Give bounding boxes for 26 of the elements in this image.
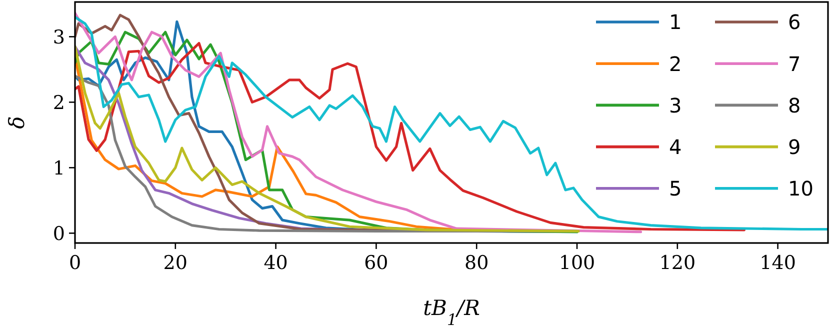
legend-label: 2 <box>669 52 682 76</box>
x-tick-label: 40 <box>264 252 288 274</box>
x-tick-label: 80 <box>464 252 489 274</box>
legend-label: 3 <box>669 93 682 118</box>
x-tick-label: 120 <box>659 252 696 274</box>
y-tick-label: 3 <box>52 26 65 48</box>
legend-label: 10 <box>788 176 814 201</box>
y-axis-title: δ <box>5 116 29 129</box>
legend-label: 6 <box>788 10 801 34</box>
x-tick-label: 60 <box>364 252 388 274</box>
x-tick-label: 20 <box>163 252 188 274</box>
x-tick-label: 0 <box>68 252 82 274</box>
y-tick-label: 1 <box>52 157 65 180</box>
legend-label: 7 <box>788 52 801 76</box>
line-series <box>75 42 746 232</box>
y-tick-label: 0 <box>52 222 65 245</box>
legend-label: 5 <box>669 176 682 201</box>
legend-label: 9 <box>788 135 801 159</box>
legend-label: 4 <box>669 135 682 159</box>
y-tick-label: 2 <box>52 92 65 114</box>
legend-label: 1 <box>669 10 682 34</box>
legend-label: 8 <box>788 93 801 118</box>
line-series <box>75 16 828 231</box>
x-axis-title: tB$_{1}$/R <box>423 296 480 328</box>
x-tick-label: 100 <box>558 252 596 274</box>
x-tick-label: 140 <box>760 252 796 274</box>
